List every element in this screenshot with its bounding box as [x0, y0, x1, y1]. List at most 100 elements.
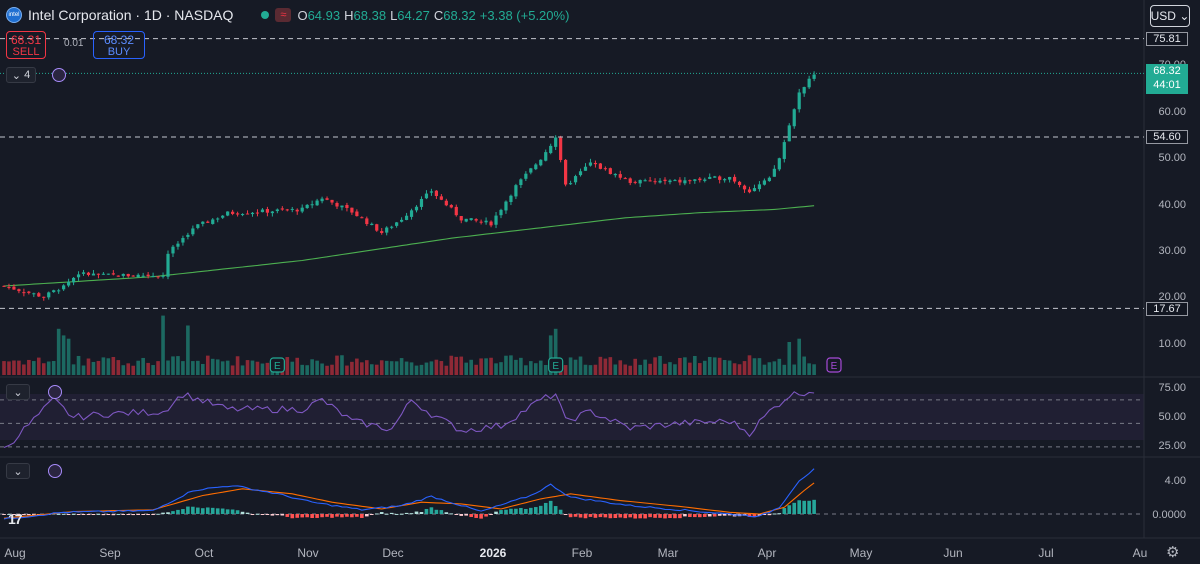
currency-select[interactable]: USD ⌄ — [1150, 5, 1190, 27]
earnings-marker[interactable]: E — [548, 357, 564, 373]
candle — [71, 277, 76, 286]
macd-histogram-bar — [633, 514, 637, 519]
candle-body — [310, 204, 314, 206]
buy-button[interactable]: 68.32 BUY — [93, 31, 145, 59]
candle-body — [708, 176, 712, 179]
macd-histogram-bar — [126, 514, 131, 515]
volume-bar — [603, 358, 608, 375]
macd-histogram-bar — [693, 514, 697, 518]
candle — [459, 215, 463, 224]
candle — [732, 174, 737, 184]
price-tick: 20.00 — [1158, 291, 1186, 303]
volume-bar — [300, 364, 304, 375]
volume-bar — [757, 358, 762, 375]
candle — [678, 177, 682, 186]
refresh-indicator-icon[interactable] — [52, 68, 66, 82]
candle-body — [578, 171, 583, 176]
tradingview-logo[interactable]: 17 — [8, 511, 23, 527]
candle-body — [713, 176, 717, 178]
earnings-marker[interactable]: E — [826, 357, 842, 373]
high-label: H — [344, 7, 354, 23]
macd-histogram-bar — [389, 512, 394, 514]
macd-collapse-button[interactable]: ⌄ — [6, 463, 30, 479]
earnings-marker-box[interactable] — [269, 357, 285, 373]
candle-body — [583, 166, 588, 171]
volume-bar — [106, 358, 111, 375]
candle — [648, 176, 652, 182]
candle — [583, 163, 588, 171]
volume-bar — [131, 365, 136, 375]
macd-refresh-icon[interactable] — [48, 464, 62, 478]
volume-bar — [146, 362, 150, 375]
macd-histogram-bar — [7, 513, 11, 515]
candle-body — [71, 277, 76, 283]
candle-body — [424, 193, 429, 199]
level-label[interactable]: 17.67 — [1146, 302, 1188, 316]
macd-histogram-bar — [782, 508, 787, 514]
macd-histogram-bar — [131, 514, 136, 516]
candle — [181, 235, 185, 246]
volume-bar — [678, 357, 682, 375]
macd-histogram-bar — [454, 514, 459, 515]
rsi-collapse-button[interactable]: ⌄ — [6, 384, 30, 400]
macd-histogram-bar — [215, 508, 220, 514]
gear-icon[interactable]: ⚙ — [1166, 544, 1180, 561]
candle — [250, 211, 255, 217]
candle — [201, 221, 205, 227]
volume-bar — [384, 360, 389, 375]
candle-body — [270, 211, 274, 214]
earnings-marker[interactable]: E — [269, 357, 285, 373]
earnings-marker-box[interactable] — [826, 357, 842, 373]
volume-bar — [608, 357, 613, 375]
macd-tick: 4.00 — [1164, 475, 1186, 487]
rsi-refresh-icon[interactable] — [48, 385, 62, 399]
data-source-icon[interactable]: ≈ — [275, 8, 292, 22]
candle-body — [156, 276, 160, 278]
volume-bar — [265, 362, 270, 375]
candle-body — [757, 184, 762, 190]
level-label[interactable]: 75.81 — [1146, 32, 1188, 46]
sell-button[interactable]: 68.31 SELL — [6, 31, 46, 59]
volume-bar — [245, 360, 250, 375]
macd-histogram-bar — [807, 500, 811, 514]
macd-histogram-bar — [201, 508, 205, 514]
macd-histogram-bar — [802, 500, 806, 514]
candle — [792, 108, 796, 129]
candle-body — [404, 215, 409, 220]
level-label[interactable]: 54.60 — [1146, 130, 1188, 144]
macd-histogram-bar — [176, 509, 180, 514]
candle — [146, 272, 150, 279]
volume-bar — [166, 360, 170, 375]
candle-body — [176, 243, 180, 247]
candle — [494, 211, 498, 229]
volume-bar — [792, 364, 797, 375]
earnings-marker-box[interactable] — [548, 357, 564, 373]
volume-bar — [230, 365, 235, 375]
macd-histogram-bar — [275, 514, 280, 516]
candle-body — [752, 188, 757, 192]
volume-bar — [81, 365, 86, 375]
candle-body — [494, 215, 498, 225]
volume-bar — [201, 363, 205, 375]
macd-histogram-bar — [181, 509, 185, 514]
symbol-title[interactable]: Intel Corporation · 1D · NASDAQ — [28, 7, 234, 23]
candle — [628, 177, 632, 186]
macd-histogram-bar — [330, 514, 334, 518]
volume-bar — [7, 361, 11, 375]
macd-histogram-bar — [474, 514, 478, 518]
indicators-collapse-button[interactable]: ⌄ 4 — [6, 67, 36, 83]
candle-body — [62, 285, 66, 290]
volume-bar — [702, 360, 707, 375]
indicator-count: 4 — [24, 69, 31, 81]
volume-bar — [429, 361, 434, 375]
macd-histogram-bar — [524, 508, 528, 514]
candle-body — [648, 180, 652, 182]
macd-histogram-bar — [210, 507, 215, 514]
candle — [693, 178, 697, 184]
candle — [439, 194, 443, 201]
volume-bar — [578, 356, 583, 375]
candle — [245, 210, 250, 215]
candle — [613, 173, 617, 178]
volume-bar — [444, 365, 449, 375]
